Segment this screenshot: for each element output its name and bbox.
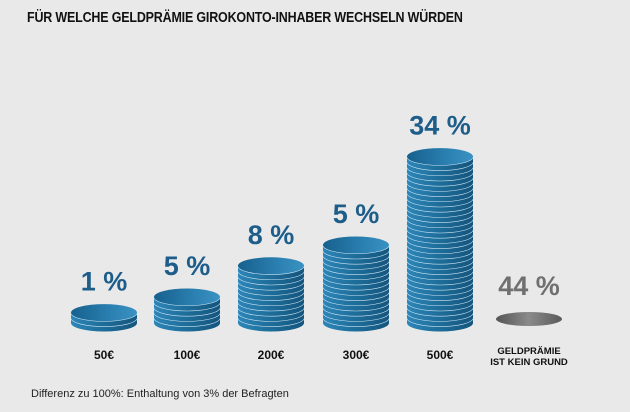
value-label: 8 % bbox=[248, 220, 295, 250]
value-label: 44 % bbox=[498, 271, 560, 301]
neutral-disc bbox=[496, 312, 562, 326]
category-label-line: GELDPRÄMIE bbox=[497, 346, 560, 357]
category-label: 500€ bbox=[427, 348, 454, 362]
value-label: 1 % bbox=[81, 267, 128, 297]
coin-top bbox=[71, 304, 137, 322]
coin-stack bbox=[322, 236, 390, 332]
chart-title: FÜR WELCHE GELDPRÄMIE GIROKONTO-INHABER … bbox=[27, 10, 463, 26]
coin-top bbox=[238, 257, 304, 275]
category-label: 200€ bbox=[258, 348, 285, 362]
footnote: Differenz zu 100%: Enthaltung von 3% der… bbox=[31, 388, 289, 400]
value-label: 34 % bbox=[409, 111, 471, 141]
coin-top bbox=[323, 236, 389, 254]
coin-top bbox=[154, 288, 220, 306]
category-label-line: IST KEIN GRUND bbox=[490, 357, 568, 368]
coin-stack bbox=[406, 148, 474, 332]
coin-stack bbox=[70, 304, 138, 332]
value-label: 5 % bbox=[333, 199, 380, 229]
category-label: GELDPRÄMIE IST KEIN GRUND bbox=[490, 346, 568, 368]
category-label: 100€ bbox=[174, 348, 201, 362]
coin-stack bbox=[237, 257, 305, 332]
coin-stack bbox=[153, 288, 221, 332]
value-label: 5 % bbox=[164, 251, 211, 281]
coin-stack bbox=[496, 312, 562, 326]
category-label: 300€ bbox=[343, 348, 370, 362]
coin-top bbox=[407, 148, 473, 166]
category-label: 50€ bbox=[94, 348, 114, 362]
